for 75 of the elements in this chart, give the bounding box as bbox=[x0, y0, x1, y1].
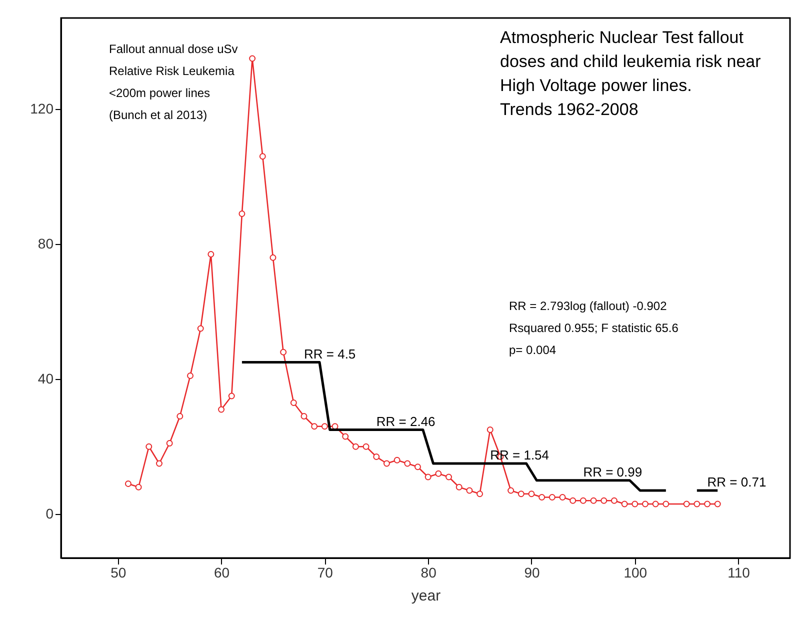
point bbox=[580, 497, 586, 504]
y-tick-label: 80 bbox=[38, 236, 54, 252]
point bbox=[394, 456, 400, 464]
point bbox=[311, 423, 318, 430]
y-tick-label: 40 bbox=[38, 370, 54, 387]
annotation: RR = 0.71 bbox=[707, 474, 766, 490]
point bbox=[642, 500, 648, 508]
x-tick-label: 110 bbox=[728, 564, 750, 580]
x-tick-label: 60 bbox=[214, 564, 230, 580]
point bbox=[362, 443, 370, 450]
point bbox=[176, 413, 184, 420]
point bbox=[321, 423, 328, 430]
point bbox=[156, 460, 162, 467]
point bbox=[404, 460, 411, 467]
point bbox=[590, 497, 597, 504]
point bbox=[538, 494, 546, 500]
x-axis-title: year bbox=[411, 588, 441, 604]
x-tick-label: 70 bbox=[317, 564, 334, 580]
point bbox=[259, 153, 266, 160]
point bbox=[166, 440, 173, 446]
point bbox=[446, 474, 452, 480]
point bbox=[270, 254, 276, 261]
point bbox=[559, 494, 566, 500]
point bbox=[694, 500, 700, 508]
point bbox=[228, 392, 235, 400]
point bbox=[466, 487, 473, 494]
line-series bbox=[240, 361, 668, 492]
point bbox=[146, 443, 152, 450]
point bbox=[300, 413, 308, 420]
annotation: RR = 0.99 bbox=[583, 464, 642, 480]
point bbox=[456, 484, 462, 490]
point bbox=[528, 490, 535, 498]
point bbox=[518, 490, 524, 498]
point bbox=[435, 470, 442, 477]
point bbox=[208, 251, 214, 258]
point bbox=[476, 490, 484, 498]
point bbox=[383, 460, 390, 467]
point bbox=[414, 464, 421, 470]
point bbox=[714, 500, 721, 508]
x-tick-label: 80 bbox=[420, 564, 437, 580]
point bbox=[373, 454, 380, 460]
x-tick-label: 50 bbox=[110, 564, 126, 580]
point bbox=[621, 500, 628, 508]
point bbox=[187, 372, 194, 379]
y-tick-label: 0 bbox=[46, 506, 54, 522]
point bbox=[352, 443, 359, 450]
point bbox=[652, 500, 659, 508]
annotation: RR = 2.793log (fallout) -0.902 Rsquared 0.955; F statistic 65.6 p= 0.004 bbox=[509, 299, 679, 357]
point bbox=[280, 348, 287, 356]
point bbox=[135, 484, 142, 490]
point bbox=[124, 480, 132, 487]
point bbox=[486, 426, 494, 433]
point bbox=[424, 474, 432, 480]
text: Atmospheric Nuclear Test fallout doses and child leukemia risk near High Voltage power lines. Trends 1962-2008 bbox=[500, 28, 762, 119]
point bbox=[570, 497, 576, 504]
point bbox=[600, 497, 608, 504]
point bbox=[238, 210, 246, 217]
annotation: RR = 4.5 bbox=[304, 346, 356, 362]
annotation: RR = 2.46 bbox=[376, 414, 436, 429]
y-tick-label: 120 bbox=[30, 100, 54, 117]
annotation: Fallout annual dose uSv Relative Risk Leukemia <200m power lines (Bunch et al 2013) bbox=[109, 42, 238, 122]
point bbox=[662, 500, 670, 508]
x-tick-label: 90 bbox=[524, 564, 540, 580]
x-tick-label: 100 bbox=[624, 564, 648, 580]
point bbox=[683, 500, 690, 508]
point bbox=[249, 55, 256, 62]
point bbox=[218, 406, 225, 413]
point bbox=[632, 500, 638, 508]
point bbox=[197, 325, 204, 332]
point bbox=[610, 497, 618, 504]
point bbox=[508, 487, 514, 494]
point bbox=[342, 433, 349, 440]
point bbox=[548, 494, 556, 500]
point bbox=[704, 500, 711, 508]
point bbox=[290, 400, 297, 406]
